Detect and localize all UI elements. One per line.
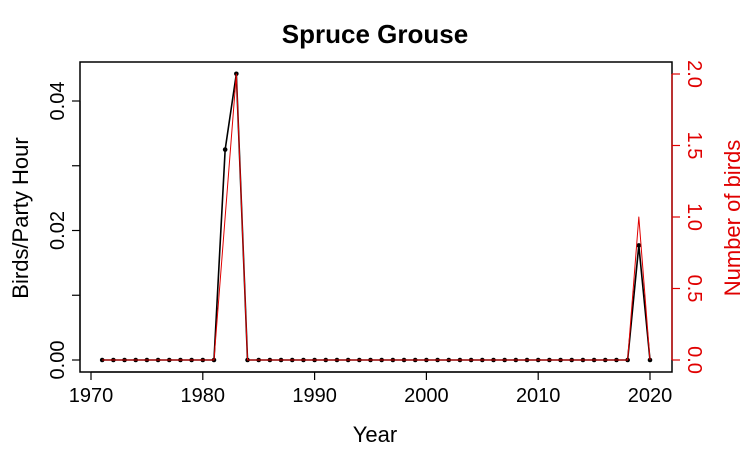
data-point [99,357,105,363]
right-tick-label: 0.5 [683,275,705,303]
series-line-left [102,73,651,361]
bottom-axis: 1970 1980 1990 2000 2010 2020 [69,371,673,407]
y-axis-right-label: Number of birds [720,140,745,297]
x-axis-label: Year [353,422,397,447]
bottom-tick-label: 1970 [69,385,114,407]
left-tick-label: 0.04 [47,82,69,121]
right-tick-label: 2.0 [683,60,705,88]
bottom-tick-label: 2010 [516,385,561,407]
bottom-tick-label: 2020 [628,385,673,407]
data-point [222,147,228,152]
right-tick-label: 0.0 [683,346,705,374]
y-axis-label: Birds/Party Hour [8,137,33,298]
series-line-right [102,73,651,361]
right-axis: 0.0 0.5 1.0 1.5 2.0 [671,60,705,374]
chart-title: Spruce Grouse [282,19,468,49]
left-axis: 0.00 0.02 0.04 [47,82,81,380]
right-tick-label: 1.5 [683,132,705,160]
data-point [636,243,642,248]
bottom-tick-label: 1990 [292,385,337,407]
bottom-tick-label: 2000 [404,385,449,407]
right-tick-label: 1.0 [683,203,705,231]
left-tick-label: 0.00 [47,341,69,380]
plot-frame [79,61,673,373]
left-tick-label: 0.02 [47,211,69,250]
bottom-tick-label: 1980 [181,385,226,407]
series-layer [99,71,653,363]
